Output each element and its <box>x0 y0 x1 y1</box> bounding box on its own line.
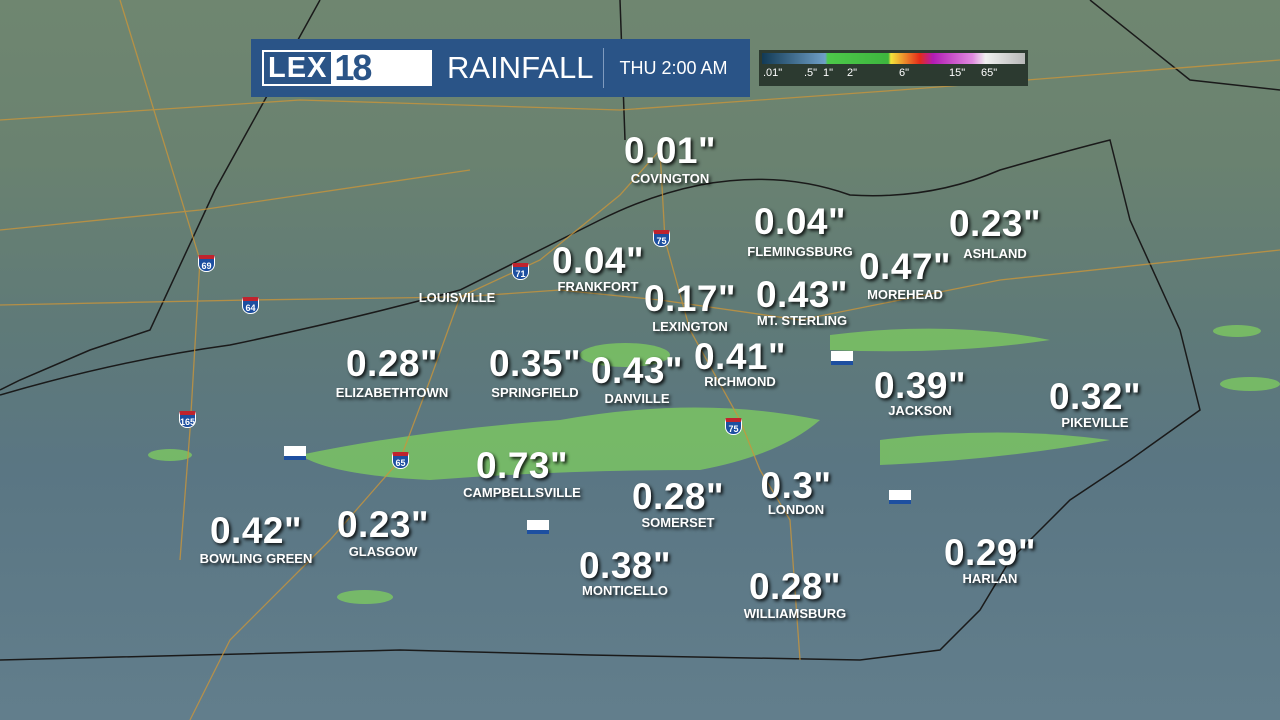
interstate-shield-icon: 165 <box>179 411 196 428</box>
rainfall-value: 0.42" <box>209 510 303 551</box>
state-borders <box>0 0 1280 661</box>
legend-tick: 15" <box>949 67 966 79</box>
city-rainfall-label: 0.3" LONDON <box>761 467 832 517</box>
city-name: ELIZABETHTOWN <box>335 385 449 400</box>
parkway-sign <box>527 520 549 534</box>
interstate-shield-icon: 75 <box>653 230 670 247</box>
city-rainfall-label: 0.23" GLASGOW <box>337 506 429 559</box>
rainfall-value: 0.23" <box>948 203 1042 244</box>
city-name: FLEMINGSBURG <box>747 244 853 259</box>
city-name: FRANKFORT <box>557 279 639 294</box>
city-name: SPRINGFIELD <box>491 385 579 400</box>
city-rainfall-label: 0.43" MT. STERLING <box>756 276 848 328</box>
legend-tick: .5" <box>804 67 818 79</box>
city-name: BOWLING GREEN <box>199 551 313 566</box>
city-rainfall-label: 0.39" JACKSON <box>874 367 966 418</box>
city-rainfall-label: LOUISVILLE <box>419 291 496 305</box>
rainfall-value: 0.38" <box>578 545 672 586</box>
city-name: PIKEVILLE <box>1061 415 1129 430</box>
city-name: LOUISVILLE <box>418 290 496 305</box>
city-rainfall-label: 0.43" DANVILLE <box>591 352 683 406</box>
city-name: COVINGTON <box>630 171 710 186</box>
city-rainfall-label: 0.38" MONTICELLO <box>579 547 671 598</box>
interstate-shield-icon: 75 <box>725 418 742 435</box>
city-rainfall-label: 0.35" SPRINGFIELD <box>489 345 581 400</box>
city-name: RICHMOND <box>704 374 776 389</box>
city-name: LEXINGTON <box>652 319 728 334</box>
city-name: WILLIAMSBURG <box>743 606 847 621</box>
rainfall-areas <box>148 325 1280 604</box>
lex18-logo: LEX 18 <box>262 47 432 88</box>
rainfall-value: 0.43" <box>590 350 684 391</box>
legend-tick: .01" <box>763 67 783 79</box>
city-rainfall-label: 0.32" PIKEVILLE <box>1049 378 1141 430</box>
city-name: MOREHEAD <box>867 287 943 302</box>
city-rainfall-label: 0.04" FRANKFORT <box>552 242 644 294</box>
map-title: RAINFALL <box>447 50 594 85</box>
city-rainfall-label: 0.42" BOWLING GREEN <box>200 512 313 566</box>
city-rainfall-label: 0.47" MOREHEAD <box>859 248 951 302</box>
title-banner: LEX 18 RAINFALL THU 2:00 AM <box>251 39 750 97</box>
rainfall-value: 0.17" <box>643 278 737 319</box>
city-name: ASHLAND <box>963 246 1027 261</box>
city-rainfall-label: 0.28" SOMERSET <box>632 478 724 530</box>
interstate-shield-icon: 69 <box>198 255 215 272</box>
rainfall-value: 0.28" <box>345 343 439 384</box>
city-name: DANVILLE <box>604 391 670 406</box>
rainfall-value: 0.23" <box>336 504 430 545</box>
city-rainfall-label: 0.04" FLEMINGSBURG <box>747 203 852 259</box>
city-name: LONDON <box>767 502 825 517</box>
city-rainfall-label: 0.23" ASHLAND <box>949 205 1041 261</box>
parkway-sign <box>284 446 306 460</box>
legend-tick: 65" <box>981 67 998 79</box>
rainfall-legend: .01" .5" 1" 2" 6" 15" 65" <box>759 50 1028 86</box>
city-rainfall-label: 0.28" ELIZABETHTOWN <box>336 345 448 400</box>
logo-number: 18 <box>334 47 372 88</box>
interstate-shield-icon: 65 <box>392 452 409 469</box>
city-name: MONTICELLO <box>582 583 668 598</box>
rainfall-value: 0.3" <box>760 465 832 506</box>
rainfall-value: 0.73" <box>475 445 569 486</box>
legend-tick: 1" <box>823 67 834 79</box>
city-rainfall-label: 0.28" WILLIAMSBURG <box>744 568 847 621</box>
city-name: JACKSON <box>888 403 952 418</box>
city-name: GLASGOW <box>348 544 418 559</box>
city-rainfall-label: 0.73" CAMPBELLSVILLE <box>463 447 581 500</box>
city-name: HARLAN <box>962 571 1018 586</box>
parkway-sign <box>831 351 853 365</box>
city-rainfall-label: 0.17" LEXINGTON <box>644 280 736 334</box>
rainfall-value: 0.29" <box>943 532 1037 573</box>
rainfall-value: 0.39" <box>873 365 967 406</box>
rainfall-value: 0.43" <box>755 274 849 315</box>
interstate-shield-icon: 64 <box>242 297 259 314</box>
forecast-time: THU 2:00 AM <box>619 57 728 78</box>
city-name: SOMERSET <box>641 515 715 530</box>
interstate-shield-icon: 71 <box>512 263 529 280</box>
rainfall-value: 0.28" <box>748 566 842 607</box>
city-rainfall-label: 0.29" HARLAN <box>944 534 1036 586</box>
legend-tick: 2" <box>847 67 858 79</box>
rainfall-value: 0.04" <box>753 201 847 242</box>
rainfall-value: 0.47" <box>858 246 952 287</box>
city-name: MT. STERLING <box>756 313 848 328</box>
parkway-sign <box>889 490 911 504</box>
rainfall-value: 0.35" <box>488 343 582 384</box>
rainfall-value: 0.32" <box>1048 376 1142 417</box>
city-rainfall-label: 0.41" RICHMOND <box>694 338 786 389</box>
divider <box>603 48 605 88</box>
rainfall-value: 0.41" <box>693 336 787 377</box>
rainfall-value: 0.04" <box>551 240 645 281</box>
city-rainfall-label: 0.01" COVINGTON <box>624 132 716 186</box>
city-name: CAMPBELLSVILLE <box>463 485 581 500</box>
legend-tick: 6" <box>899 67 910 79</box>
rainfall-value: 0.01" <box>623 130 717 171</box>
rainfall-value: 0.28" <box>631 476 725 517</box>
logo-text: LEX <box>264 52 332 84</box>
legend-color-bar <box>762 53 1025 64</box>
